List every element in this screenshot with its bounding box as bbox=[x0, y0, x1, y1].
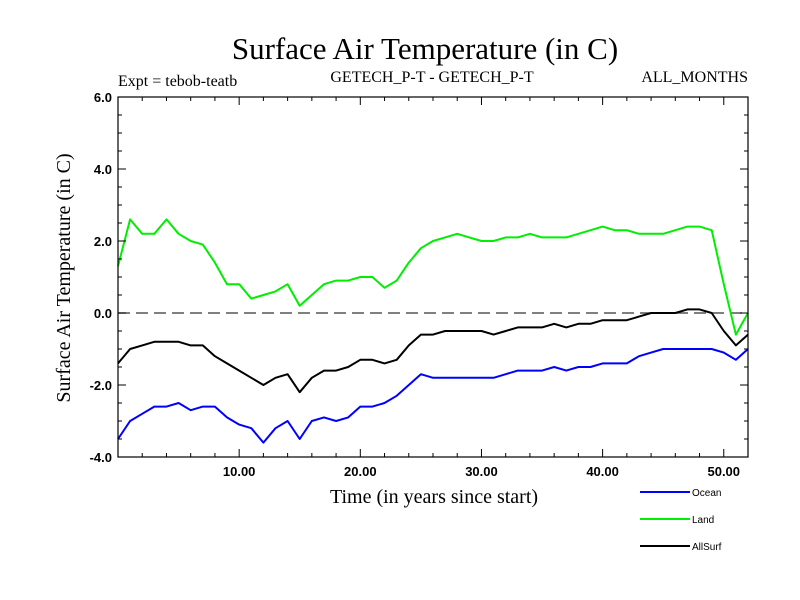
series-line-ocean bbox=[117, 348, 749, 444]
legend: Ocean Land AllSurf bbox=[640, 488, 722, 553]
y-tick-label: 6.0 bbox=[94, 90, 112, 105]
legend-label-allsurf: AllSurf bbox=[692, 542, 722, 553]
plot-frame bbox=[117, 96, 749, 458]
x-tick-label: 50.00 bbox=[707, 464, 740, 479]
series-line-land bbox=[117, 218, 749, 336]
y-tick-label: 4.0 bbox=[94, 162, 112, 177]
y-tick-label: 0.0 bbox=[94, 306, 112, 321]
series-line-allsurf bbox=[117, 308, 749, 394]
y-tick-label: -4.0 bbox=[90, 450, 112, 465]
comparison-label: GETECH_P-T - GETECH_P-T bbox=[330, 69, 533, 86]
legend-label-land: Land bbox=[692, 515, 714, 526]
y-tick-label: -2.0 bbox=[90, 378, 112, 393]
x-axis-label: Time (in years since start) bbox=[330, 486, 538, 508]
expt-label: Expt = tebob-teatb bbox=[118, 73, 237, 90]
x-tick-label: 20.00 bbox=[344, 464, 377, 479]
legend-label-ocean: Ocean bbox=[692, 488, 721, 499]
months-label: ALL_MONTHS bbox=[641, 69, 748, 86]
chart-title: Surface Air Temperature (in C) bbox=[232, 31, 618, 66]
y-axis-label: Surface Air Temperature (in C) bbox=[53, 153, 75, 402]
y-tick-label: 2.0 bbox=[94, 234, 112, 249]
x-tick-label: 10.00 bbox=[223, 464, 256, 479]
x-tick-label: 30.00 bbox=[465, 464, 498, 479]
x-tick-label: 40.00 bbox=[586, 464, 619, 479]
